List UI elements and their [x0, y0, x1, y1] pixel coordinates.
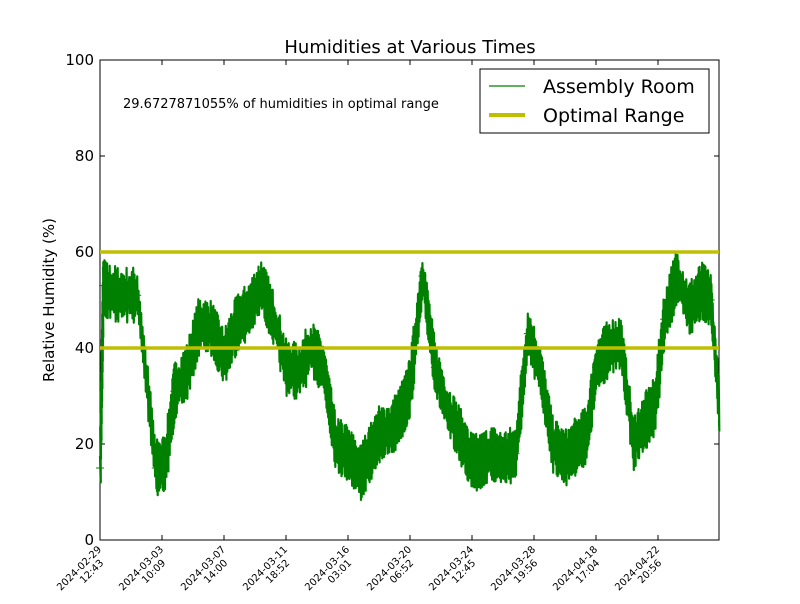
assembly-room-point — [161, 459, 170, 468]
assembly-room-point — [629, 440, 638, 448]
assembly-room-point — [706, 296, 715, 304]
assembly-room-point — [616, 339, 625, 348]
assembly-room-point — [641, 416, 650, 424]
assembly-room-point — [455, 430, 464, 439]
legend-optimal-range-label: Optimal Range — [543, 105, 684, 127]
assembly-room-point — [244, 305, 253, 314]
assembly-room-point — [486, 449, 495, 458]
assembly-room-point — [282, 363, 290, 372]
assembly-room-point — [365, 449, 374, 458]
legend: Assembly Room Optimal Range — [479, 68, 710, 134]
assembly-room-point — [319, 363, 328, 372]
assembly-room-point — [195, 320, 204, 328]
chart-title: Humidities at Various Times — [284, 37, 535, 58]
assembly-room-point — [344, 449, 352, 458]
assembly-room-point — [592, 363, 600, 372]
y-axis-label: Relative Humidity (%) — [40, 218, 58, 382]
assembly-room-point — [499, 454, 507, 463]
assembly-room-point — [331, 440, 340, 448]
assembly-room-point — [356, 468, 365, 477]
assembly-room-point — [269, 315, 278, 324]
assembly-room-point — [294, 368, 303, 376]
assembly-room-point — [672, 272, 681, 280]
assembly-room-point — [399, 401, 408, 410]
assembly-room-point — [443, 406, 452, 415]
assembly-room-point — [232, 320, 241, 328]
legend-box — [479, 68, 710, 134]
assembly-room-point — [96, 464, 104, 472]
assembly-room-point — [561, 454, 569, 463]
y-tick-label: 20 — [75, 435, 94, 453]
optimal-range-annotation: 29.6727871055% of humidities in optimal … — [123, 97, 439, 112]
assembly-room-point — [257, 281, 266, 290]
assembly-room-point — [474, 459, 483, 468]
assembly-room-point — [170, 387, 179, 396]
assembly-room-point — [523, 329, 532, 338]
legend-assembly-room-label: Assembly Room — [543, 76, 695, 98]
assembly-room-point — [387, 425, 396, 434]
assembly-room-point — [573, 440, 582, 448]
assembly-room-point — [406, 382, 414, 391]
assembly-room-point — [207, 324, 216, 333]
assembly-room-point — [582, 430, 591, 439]
assembly-room-point — [430, 363, 439, 372]
y-tick-label: 60 — [75, 243, 94, 261]
assembly-room-point — [464, 454, 473, 463]
assembly-room-point — [182, 368, 191, 376]
assembly-room-point — [685, 305, 693, 314]
assembly-room-point — [697, 286, 706, 295]
assembly-room-point — [650, 401, 659, 410]
assembly-room-point — [102, 286, 111, 295]
assembly-room-point — [114, 291, 123, 300]
assembly-room-point — [548, 440, 557, 448]
y-tick-label: 80 — [75, 147, 94, 165]
assembly-room-point — [151, 464, 160, 472]
assembly-room-point — [536, 368, 545, 376]
assembly-room-point — [99, 281, 108, 290]
assembly-room-point — [133, 291, 142, 300]
assembly-room-point — [511, 449, 520, 458]
assembly-room-point — [660, 315, 669, 324]
y-tick-label: 100 — [65, 51, 94, 69]
assembly-room-point — [220, 353, 228, 362]
plot-area-frame — [99, 59, 720, 541]
assembly-room-point — [375, 430, 383, 439]
assembly-room-point — [418, 272, 427, 280]
y-tick-label: 0 — [84, 531, 94, 549]
y-tick-label: 40 — [75, 339, 94, 357]
